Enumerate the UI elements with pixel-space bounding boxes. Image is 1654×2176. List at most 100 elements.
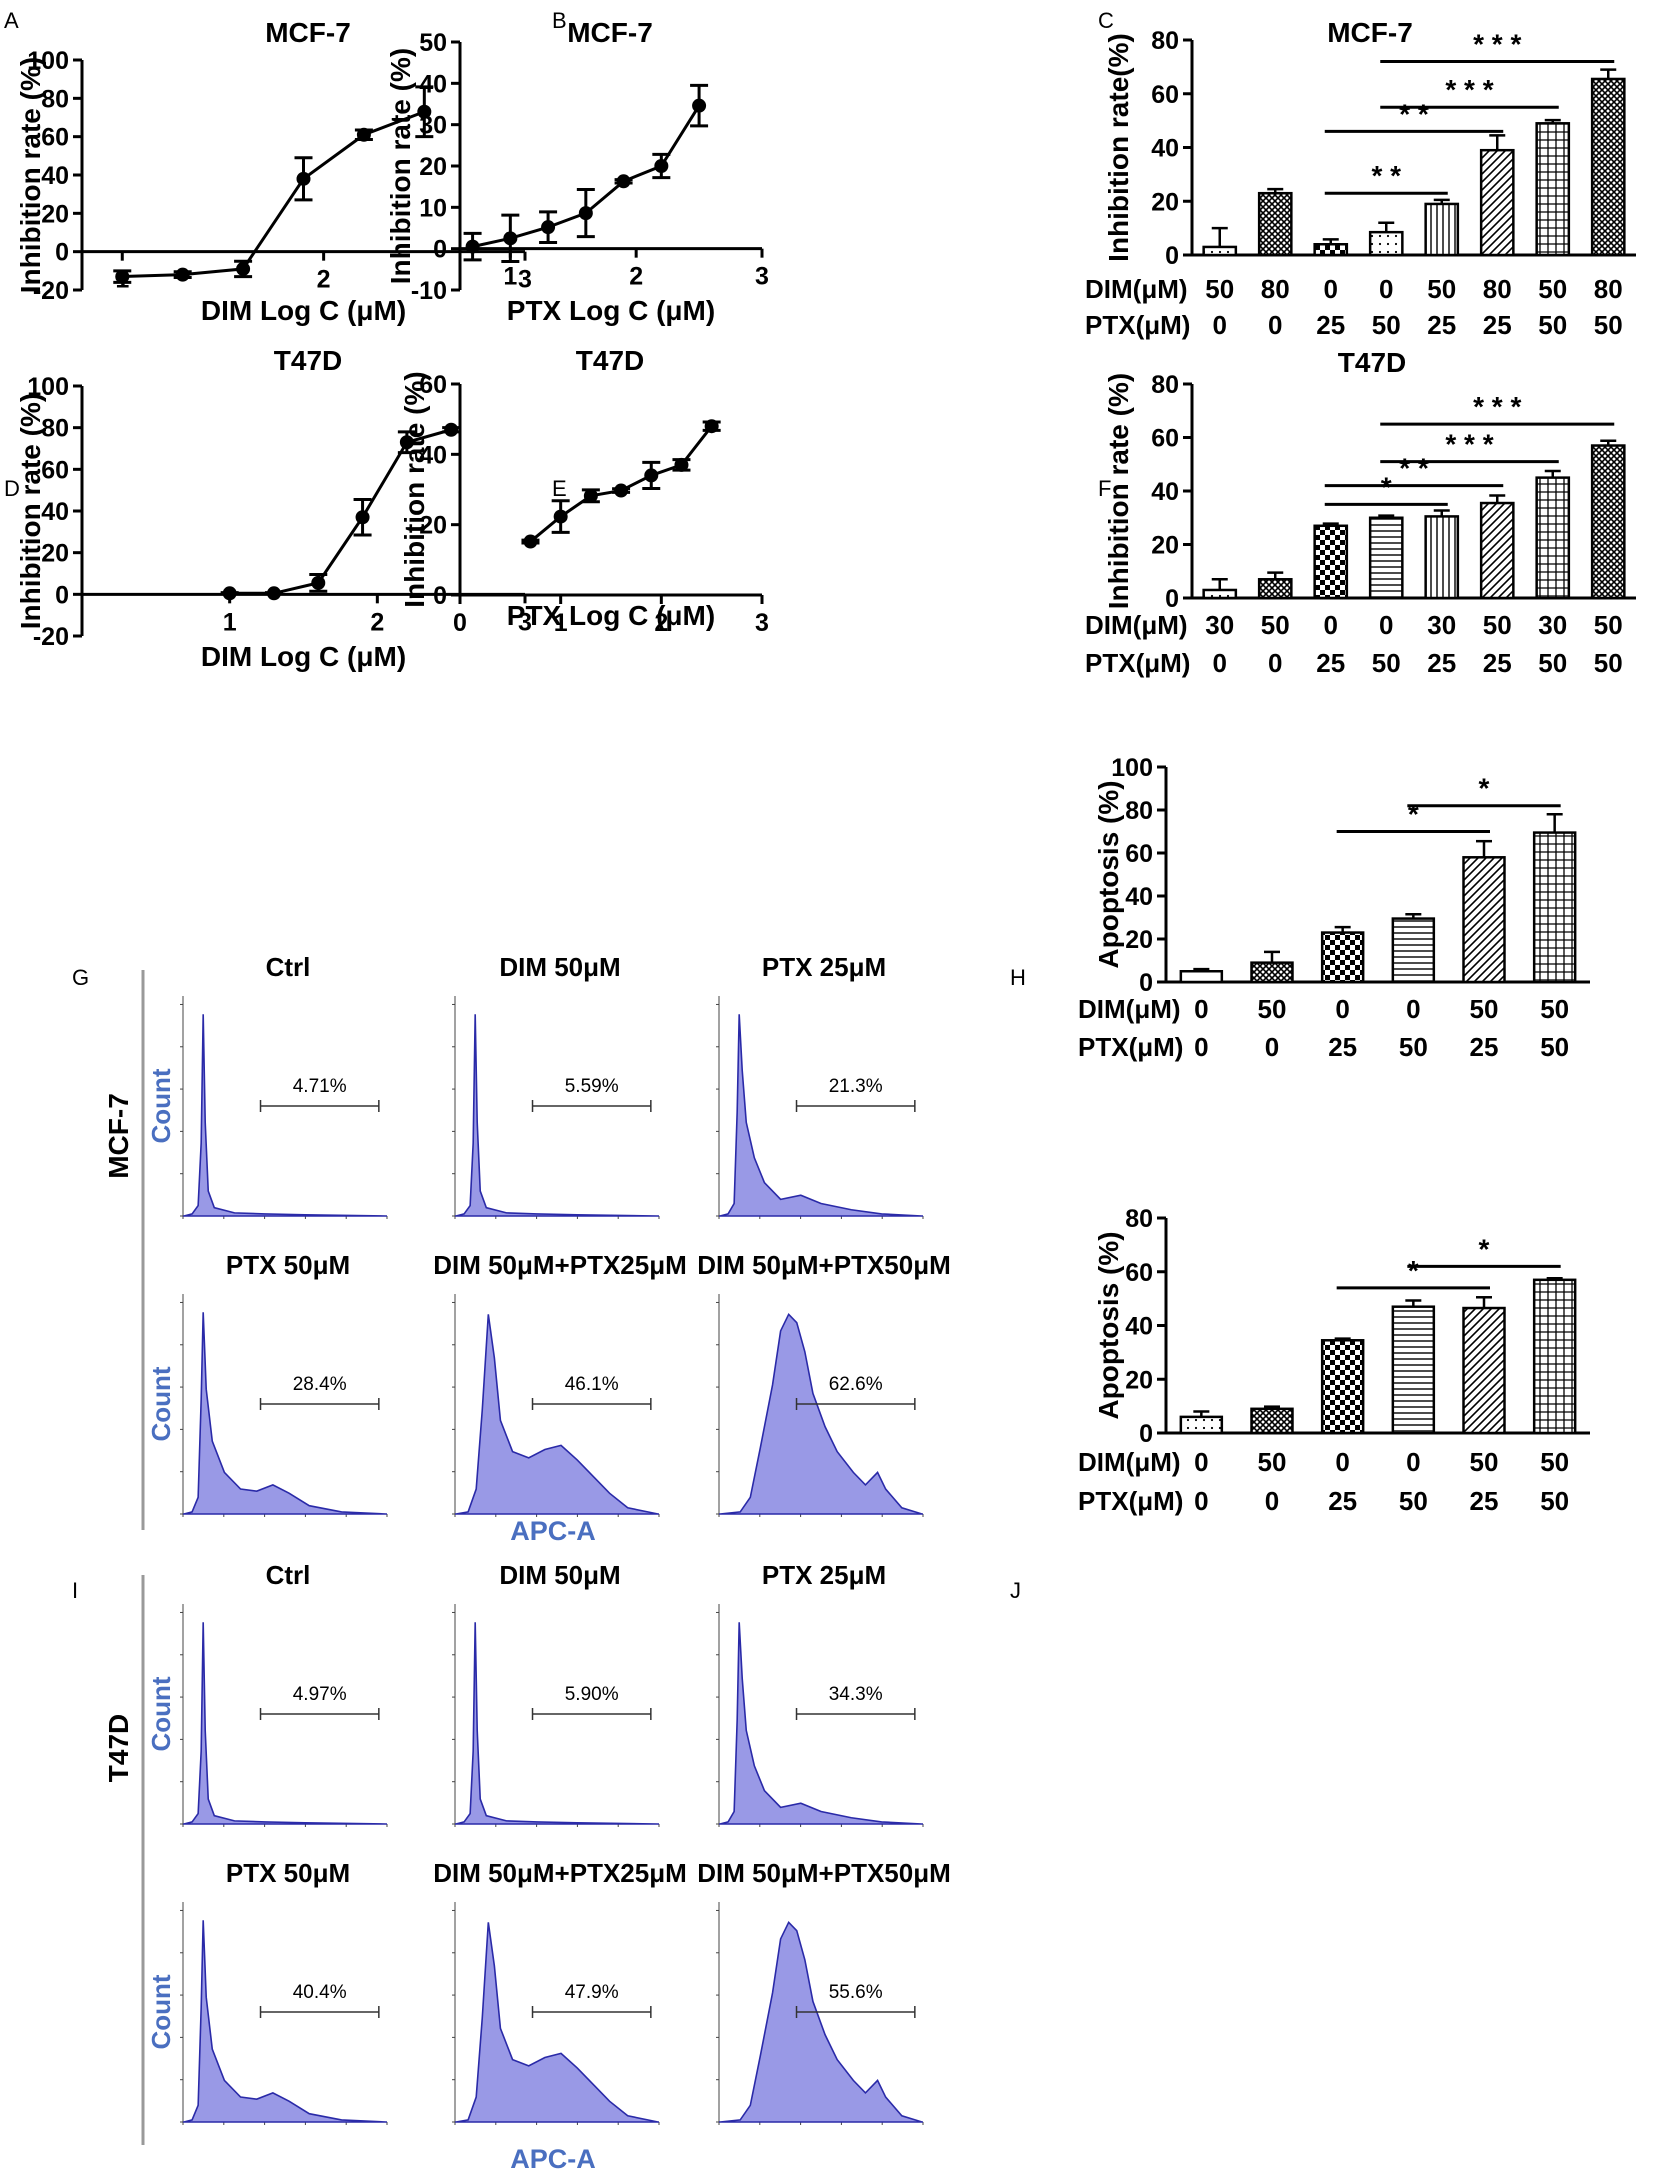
row-label: MCF-7	[103, 1093, 134, 1179]
data-point	[311, 575, 326, 590]
ptx-value: 50	[1399, 1032, 1428, 1062]
y-tick-label: 80	[1151, 371, 1179, 399]
ptx-value: 0	[1268, 310, 1282, 340]
y-axis-label: Inhibition rate (%)	[399, 371, 430, 607]
data-point	[654, 159, 669, 173]
chart-title: MCF-7	[1327, 17, 1413, 48]
ptx-value: 25	[1470, 1032, 1499, 1062]
x-tick-label: 0	[453, 609, 467, 637]
y-tick-label: 20	[1125, 1366, 1153, 1394]
dim-value: 30	[1427, 610, 1456, 640]
x-axis-label-apc: APC-A	[510, 1516, 596, 1546]
bar	[1368, 516, 1404, 600]
histogram-title: DIM 50μM+PTX25μM	[433, 1858, 687, 1888]
histogram-area	[455, 1314, 659, 1515]
gate-percent: 5.59%	[565, 1076, 619, 1097]
y-tick-label: 20	[1125, 926, 1153, 954]
y-tick-label: 20	[1151, 188, 1179, 216]
histogram-title: PTX 50μM	[226, 1858, 350, 1888]
y-tick-label: 0	[1139, 1420, 1153, 1448]
bar	[1462, 1306, 1506, 1435]
bar	[1590, 444, 1626, 600]
ptx-value: 25	[1483, 310, 1512, 340]
ptx-value: 50	[1399, 1486, 1428, 1516]
bar	[1590, 77, 1626, 257]
y-tick-label: 60	[1125, 1259, 1153, 1287]
count-label: Count	[146, 1974, 176, 2049]
bar	[1532, 831, 1577, 984]
gate-percent: 34.3%	[829, 1684, 883, 1705]
histogram-area	[183, 1014, 387, 1217]
dim-row-label: DIM(μM)	[1078, 1447, 1181, 1477]
y-tick-label: 80	[1125, 797, 1153, 825]
y-tick-label: 10	[419, 194, 447, 222]
flow-panel-i: T47D Ctrl 4.97% Count DIM 50μM 5.90% PTX 25μM 3…	[103, 1560, 951, 2174]
histogram-area	[719, 1622, 923, 1825]
y-tick-label: 100	[27, 373, 69, 401]
dim-value: 50	[1261, 610, 1290, 640]
histogram-area	[719, 1920, 923, 2123]
y-tick-label: 0	[1165, 585, 1179, 613]
panel-letter-j: J	[1010, 1578, 1021, 1603]
ptx-value: 50	[1372, 310, 1401, 340]
significance-label: * * *	[1473, 29, 1521, 60]
dim-value: 80	[1261, 274, 1290, 304]
bar	[1179, 1415, 1224, 1435]
bar	[1202, 245, 1238, 257]
bar	[1313, 243, 1349, 257]
x-axis-label: DIM Log C (μM)	[201, 641, 406, 672]
histogram-broad: DIM 50μM+PTX50μM 55.6%	[697, 1858, 951, 2125]
y-tick-label: 60	[41, 456, 69, 484]
gate-percent: 55.6%	[829, 1982, 883, 2003]
panel-letter-e: E	[552, 476, 567, 501]
bar	[1535, 122, 1571, 257]
x-tick-label: 3	[518, 266, 532, 294]
histogram-title: DIM 50μM+PTX50μM	[697, 1858, 951, 1888]
data-point	[465, 239, 480, 254]
gate-percent: 5.90%	[565, 1684, 619, 1705]
significance-label: *	[1479, 773, 1490, 804]
y-tick-label: 50	[419, 29, 447, 57]
x-axis-label-apc: APC-A	[510, 2144, 596, 2174]
ptx-value: 50	[1538, 310, 1567, 340]
ptx-value: 25	[1328, 1486, 1357, 1516]
y-tick-label: -20	[33, 277, 69, 305]
ptx-value: 0	[1268, 648, 1282, 678]
y-tick-label: 60	[419, 371, 447, 399]
data-point	[236, 261, 251, 276]
y-tick-label: 80	[41, 415, 69, 443]
histogram-title: Ctrl	[266, 952, 311, 982]
data-point	[614, 483, 629, 498]
histogram-area	[455, 1622, 659, 1825]
significance-label: * * *	[1445, 429, 1493, 460]
data-point	[266, 586, 281, 601]
ptx-value: 50	[1540, 1486, 1569, 1516]
x-tick-label: 3	[755, 263, 769, 291]
dim-value: 50	[1540, 1447, 1569, 1477]
ptx-value: 50	[1540, 1032, 1569, 1062]
chart-title: T47D	[274, 345, 342, 376]
count-label: Count	[146, 1366, 176, 1441]
ptx-value: 25	[1470, 1486, 1499, 1516]
panel-letter-f: F	[1098, 476, 1111, 501]
y-tick-label: 0	[55, 239, 69, 267]
ptx-value: 25	[1427, 310, 1456, 340]
row-label: T47D	[103, 1714, 134, 1782]
data-point	[503, 231, 518, 246]
y-tick-label: 0	[1139, 969, 1153, 997]
dim-value: 50	[1427, 274, 1456, 304]
dim-value: 0	[1194, 1447, 1208, 1477]
bar	[1391, 1305, 1436, 1435]
x-tick-label: 2	[317, 266, 331, 294]
dim-value: 0	[1379, 610, 1393, 640]
bar	[1257, 578, 1293, 600]
y-tick-label: 40	[419, 441, 447, 469]
ptx-value: 25	[1328, 1032, 1357, 1062]
y-tick-label: 20	[1151, 532, 1179, 560]
y-tick-label: -10	[411, 277, 447, 305]
y-tick-label: 30	[419, 112, 447, 140]
count-label: Count	[146, 1068, 176, 1143]
